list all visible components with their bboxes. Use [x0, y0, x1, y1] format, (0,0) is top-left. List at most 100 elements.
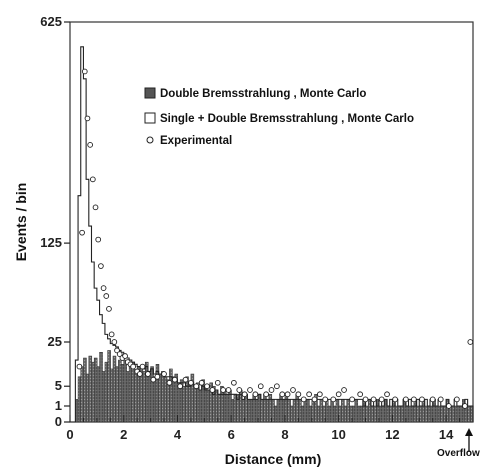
experimental-point: [111, 339, 118, 345]
experimental-point: [193, 383, 200, 390]
experimental-point: [300, 396, 307, 403]
experimental-point: [225, 387, 232, 393]
legend-label-single-double: Single + Double Bremsstrahlung , Monte C…: [160, 113, 414, 125]
experimental-point: [150, 376, 157, 383]
experimental-point: [145, 371, 151, 377]
experimental-point: [411, 396, 417, 403]
experimental-point: [306, 391, 312, 398]
experimental-point: [209, 387, 216, 393]
x-axis: 0 2 4 6 8 10 12 14: [66, 415, 474, 442]
legend-marker-open-square: [144, 112, 156, 124]
experimental-point: [419, 396, 425, 403]
experimental-point: [114, 347, 120, 354]
experimental-point: [295, 391, 302, 398]
x-tick-label: 14: [439, 427, 454, 442]
experimental-point: [166, 379, 173, 386]
experimental-point: [171, 376, 178, 383]
x-tick-label: 0: [66, 427, 73, 442]
experimental-point: [311, 396, 318, 403]
experimental-point: [220, 387, 226, 393]
experimental-point: [263, 391, 269, 398]
experimental-point: [378, 396, 385, 403]
experimental-point: [370, 396, 377, 403]
experimental-point: [137, 371, 143, 377]
experimental-point: [335, 391, 342, 398]
experimental-point: [445, 403, 452, 409]
experimental-point: [384, 391, 390, 398]
experimental-point: [241, 391, 248, 398]
x-tick-label: 10: [331, 427, 345, 442]
experimental-point: [116, 351, 123, 357]
experimental-point: [252, 391, 259, 398]
experimental-point: [214, 379, 221, 386]
y-tick-label: 0: [55, 414, 62, 429]
single-double-bremsstrahlung-histogram: [70, 46, 474, 423]
experimental-point: [330, 396, 337, 403]
overflow-label: Overflow: [437, 448, 480, 459]
experimental-point: [89, 176, 96, 183]
y-tick-label: 125: [40, 235, 62, 250]
experimental-point: [106, 306, 112, 312]
experimental-point: [100, 285, 107, 291]
experimental-point: [357, 391, 364, 398]
experimental-point: [81, 68, 88, 75]
experimental-point: [402, 396, 409, 403]
y-tick-label: 5: [55, 378, 62, 393]
experimental-point: [182, 376, 189, 383]
experimental-point: [98, 263, 104, 269]
experimental-point: [247, 387, 253, 393]
legend-label-double: Double Bremsstrahlung , Monte Carlo: [160, 88, 366, 100]
y-axis-label: Events / bin: [13, 183, 29, 262]
experimental-point: [108, 331, 115, 338]
experimental-point: [462, 403, 468, 409]
experimental-point: [161, 371, 167, 377]
experimental-point: [92, 204, 99, 211]
experimental-point: [76, 363, 83, 370]
experimental-point: [198, 379, 205, 386]
experimental-point: [87, 142, 94, 148]
y-axis: 01 5 25 125 625: [40, 14, 70, 429]
experimental-point: [392, 396, 398, 403]
experimental-point: [154, 373, 161, 380]
legend-marker-filled-square: [144, 87, 156, 99]
experimental-point: [188, 379, 194, 386]
experimental-point: [79, 229, 85, 236]
experimental-points: [76, 68, 474, 409]
y-tick-label: 25: [48, 334, 62, 349]
experimental-point: [290, 387, 296, 393]
experimental-point: [274, 383, 280, 390]
y-tick-label: 1: [55, 398, 62, 413]
x-axis-label: Distance (mm): [225, 451, 321, 467]
experimental-point: [279, 391, 286, 398]
experimental-point: [284, 391, 291, 398]
experimental-point: [257, 383, 264, 390]
experimental-point: [362, 396, 369, 403]
experimental-point: [95, 236, 102, 243]
experimental-point: [122, 353, 128, 359]
legend-marker-open-circle: [146, 136, 154, 144]
legend: Double Bremsstrahlung , Monte Carlo Sing…: [144, 87, 414, 147]
x-tick-label: 8: [281, 427, 288, 442]
double-bremsstrahlung-bars: [75, 350, 474, 423]
experimental-point: [429, 396, 436, 403]
experimental-point: [204, 383, 210, 390]
x-tick-label: 2: [120, 427, 127, 442]
x-tick-label: 12: [385, 427, 399, 442]
experimental-point: [236, 387, 243, 393]
x-tick-label: 4: [174, 427, 182, 442]
experimental-point: [349, 396, 355, 403]
experimental-point: [177, 383, 184, 390]
legend-label-experimental: Experimental: [160, 135, 232, 147]
experimental-point: [268, 387, 275, 393]
y-tick-label: 625: [40, 14, 62, 29]
experimental-point: [322, 396, 329, 403]
experimental-point: [341, 387, 347, 393]
experimental-point: [317, 391, 323, 398]
experimental-point: [467, 339, 474, 345]
experimental-point: [231, 379, 237, 386]
experimental-point: [130, 363, 136, 370]
experimental-point: [139, 363, 146, 370]
experimental-point: [84, 115, 91, 122]
overflow-marker: Overflow: [437, 428, 480, 459]
